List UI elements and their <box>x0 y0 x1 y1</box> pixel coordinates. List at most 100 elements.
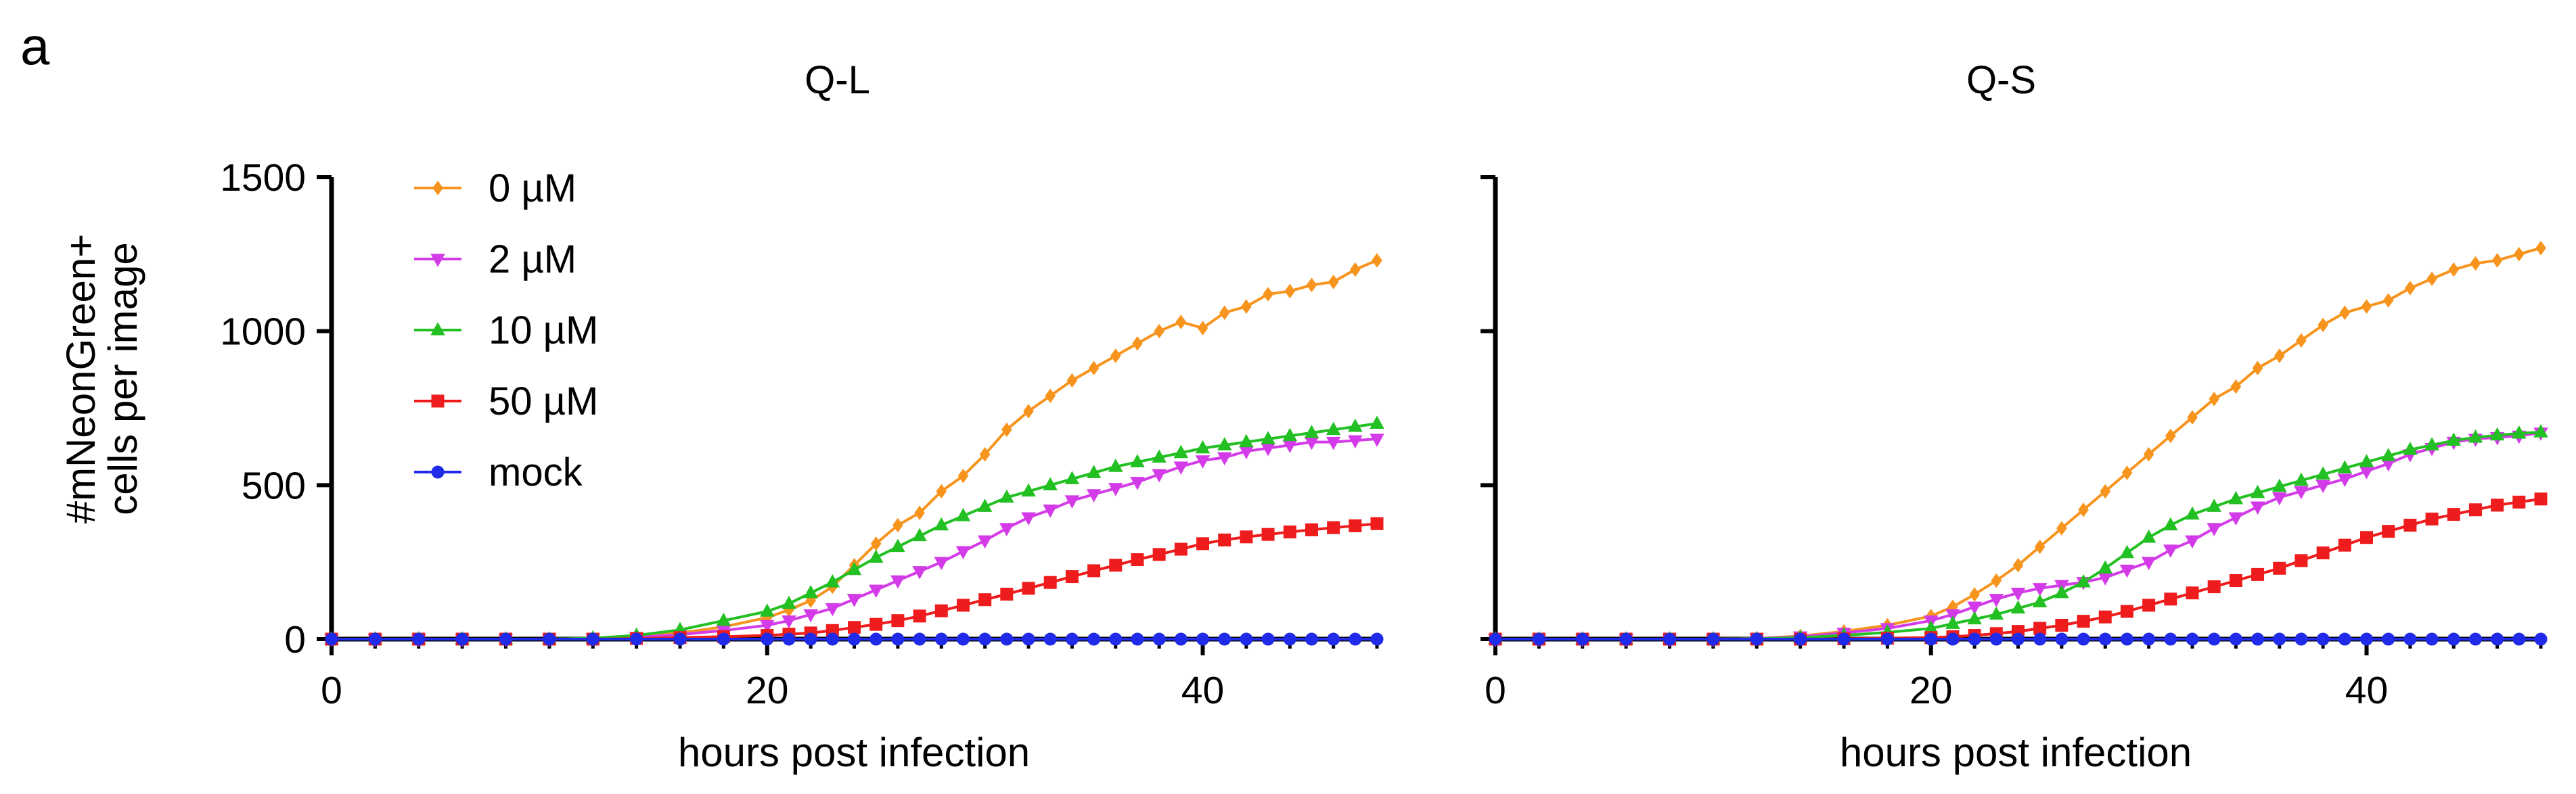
data-point-2-um <box>2272 492 2287 506</box>
data-point-10-um <box>2032 594 2048 608</box>
data-point-50-um <box>2512 495 2526 509</box>
data-point-mock <box>1043 632 1057 646</box>
data-point-mock <box>586 632 600 646</box>
data-point-0-um <box>2230 379 2242 394</box>
data-point-2-um <box>1108 483 1123 496</box>
data-point-10-um <box>977 498 993 512</box>
data-point-0-um <box>1175 314 1187 329</box>
data-point-10-um <box>1108 459 1123 472</box>
data-point-50-um <box>2360 531 2373 544</box>
data-point-2-um <box>1348 435 1363 449</box>
data-point-2-um <box>803 609 818 623</box>
data-point-2-um <box>2228 512 2244 526</box>
data-point-mock <box>499 632 512 646</box>
data-point-mock <box>782 632 796 646</box>
data-point-2-um <box>2185 535 2200 549</box>
data-point-mock <box>1489 632 1502 646</box>
data-point-2-um <box>2207 523 2221 536</box>
data-point-50-um <box>1043 576 1057 589</box>
legend-item-50-um: 50 µM <box>414 379 598 423</box>
data-point-mock <box>761 632 774 646</box>
data-point-2-um <box>1021 512 1036 526</box>
data-point-mock <box>1218 632 1231 646</box>
data-point-2-um <box>934 557 949 571</box>
data-point-50-um <box>2425 512 2439 526</box>
data-point-0-um <box>914 505 925 521</box>
data-point-mock <box>1261 632 1275 646</box>
data-point-50-um <box>1327 521 1340 534</box>
data-point-mock <box>2316 632 2330 646</box>
data-point-10-um <box>2207 498 2221 512</box>
series-0-um <box>1490 240 2546 647</box>
data-point-mock <box>1370 632 1384 646</box>
data-point-2-um <box>2010 588 2026 601</box>
data-point-2-um <box>1967 601 1982 615</box>
data-point-10-um <box>1967 611 1982 625</box>
data-point-0-um <box>1110 348 1121 363</box>
data-point-mock <box>1924 632 1938 646</box>
data-point-0-um <box>1349 262 1361 277</box>
data-point-0-um <box>2274 348 2285 363</box>
data-point-mock <box>1065 632 1079 646</box>
chart-title: Q-S <box>1966 58 2036 102</box>
data-point-0-um <box>1154 323 1165 339</box>
data-point-10-um <box>1130 454 1145 467</box>
x-tick-label: 40 <box>1181 669 1224 712</box>
y-tick-label: 1500 <box>220 156 306 200</box>
data-point-0-um <box>1241 299 1252 314</box>
data-point-mock <box>1619 632 1633 646</box>
data-point-2-um <box>1086 489 1102 503</box>
data-point-10-um <box>2337 460 2353 473</box>
data-point-10-um <box>2141 529 2156 543</box>
data-point-mock <box>804 632 817 646</box>
x-tick-label: 40 <box>2345 669 2388 712</box>
data-point-0-um <box>2296 333 2307 348</box>
data-point-0-um <box>1197 321 1208 335</box>
data-point-50-um <box>2098 610 2112 624</box>
data-point-0-um <box>1001 422 1012 438</box>
panel-q-l: Q-L 0 500 1000 1500 0 20 40 hours post infection… <box>58 58 1384 775</box>
data-point-2-um <box>846 594 862 607</box>
data-point-mock <box>2033 632 2047 646</box>
data-point-10-um <box>2163 517 2178 531</box>
data-point-mock <box>325 632 338 646</box>
y-axis-label: #mNeonGreen+cells per image <box>58 234 145 524</box>
data-point-mock <box>2055 632 2069 646</box>
data-point-mock <box>826 632 839 646</box>
data-point-0-um <box>2535 240 2546 256</box>
data-point-0-um <box>1023 404 1034 419</box>
data-point-mock <box>1750 632 1763 646</box>
data-point-mock <box>1109 632 1123 646</box>
data-point-mock <box>543 632 556 646</box>
data-point-50-um <box>1087 564 1101 578</box>
data-point-50-um <box>2382 525 2395 538</box>
data-point-mock <box>717 632 730 646</box>
data-point-mock <box>2447 632 2460 646</box>
data-point-mock <box>2491 632 2504 646</box>
data-point-2-um <box>2163 544 2178 558</box>
data-point-0-um <box>1066 373 1078 388</box>
data-point-mock <box>2382 632 2395 646</box>
data-point-mock <box>978 632 992 646</box>
data-point-mock <box>412 632 426 646</box>
x-axis-label: hours post infection <box>1840 730 2192 775</box>
data-point-mock <box>2207 632 2221 646</box>
data-point-0-um <box>957 468 969 484</box>
data-point-10-um <box>2250 484 2265 498</box>
data-point-mock <box>1305 632 1318 646</box>
data-point-0-um <box>2121 465 2133 480</box>
data-point-10-um <box>934 517 949 531</box>
data-point-50-um <box>913 609 926 623</box>
data-point-0-um <box>2187 410 2198 425</box>
data-point-mock <box>1131 632 1144 646</box>
data-point-mock <box>1022 632 1035 646</box>
data-point-50-um <box>1152 548 1166 561</box>
data-point-0-um <box>1306 277 1317 293</box>
data-point-0-um <box>2426 271 2437 287</box>
data-point-10-um <box>1217 437 1232 450</box>
data-point-0-um <box>1284 283 1296 299</box>
data-point-2-um <box>1043 505 1058 518</box>
data-point-10-um <box>2533 424 2548 438</box>
data-point-50-um <box>1283 526 1296 539</box>
data-point-50-um <box>2033 622 2047 635</box>
